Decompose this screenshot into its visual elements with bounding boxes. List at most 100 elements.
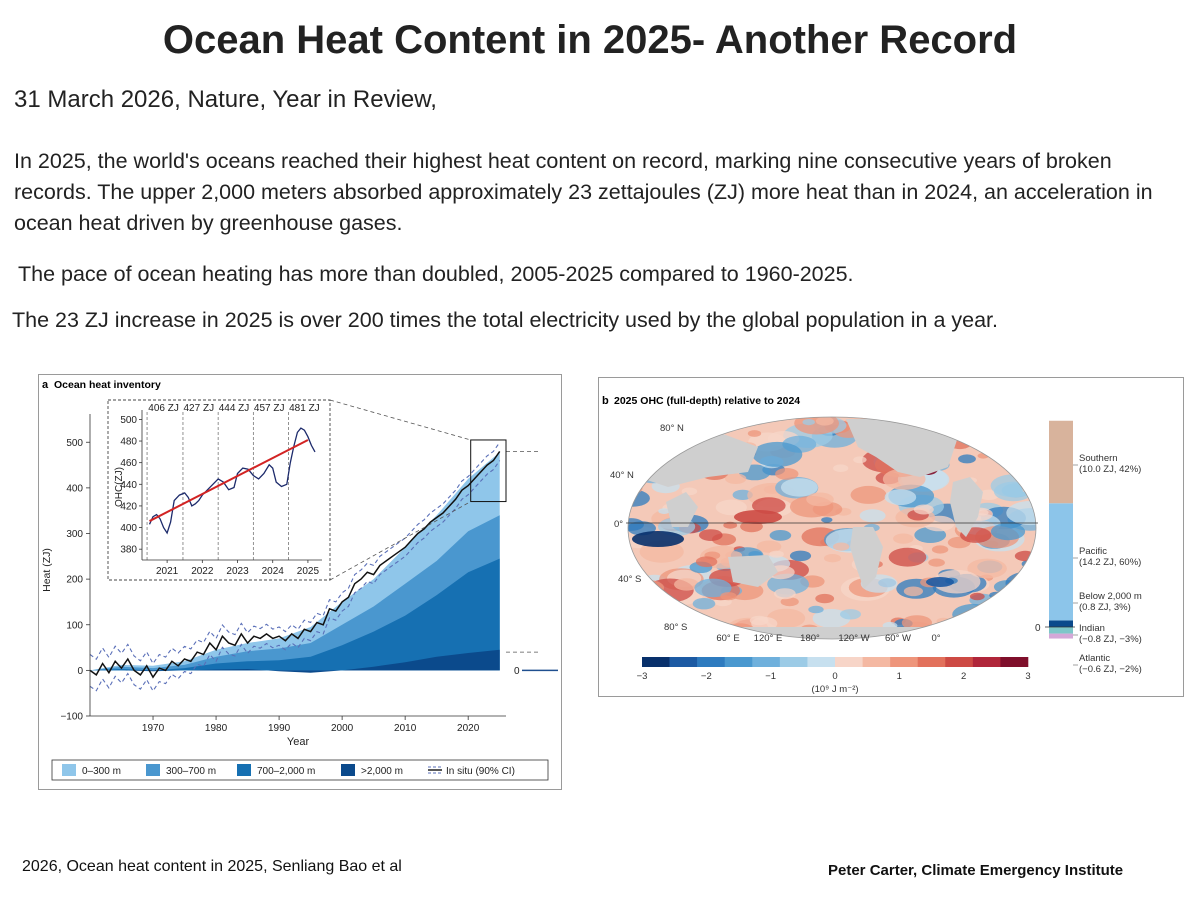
colorbar-segment [724,657,753,667]
anomaly-patch [913,504,934,515]
basin-name-label: Atlantic [1079,653,1110,664]
inset-xtick-label: 2021 [156,566,179,577]
anomaly-patch [901,615,932,631]
inset-ytick-label: 420 [120,501,137,512]
inset-year-label: 427 ZJ [184,403,215,414]
anomaly-patch [840,609,861,620]
basin-detail-label: (10.0 ZJ, 42%) [1079,464,1141,475]
colorbar-segment [945,657,974,667]
anomaly-patch [888,547,927,567]
lat-label: 40° S [618,574,641,585]
page-title: Ocean Heat Content in 2025- Another Reco… [162,18,1018,62]
colorbar-tick-label: −3 [637,671,648,682]
anomaly-patch [756,540,782,553]
inset-year-label: 444 ZJ [219,403,250,414]
inset-year-label: 481 ZJ [289,403,320,414]
legend-swatch-1 [146,764,160,776]
summary-paragraph: In 2025, the world's oceans reached thei… [14,149,1153,235]
ci-lower-line [89,460,501,692]
a-xlabel: Year [287,736,310,748]
anomaly-patch [632,531,684,547]
inset-year-label: 457 ZJ [254,403,285,414]
a-xtick-label: 1990 [268,723,291,734]
a-zero-label: 0 [514,666,520,677]
inset-ytick-label: 500 [120,415,137,426]
basin-bar-below-2-000-m [1049,620,1073,627]
colorbar-segment [835,657,863,667]
anomaly-patch [969,592,985,601]
source-line: 31 March 2026, Nature, Year in Review, [14,86,437,113]
inset-ytick-label: 480 [120,437,137,448]
legend-label-3: >2,000 m [361,766,403,777]
anomaly-patch [931,545,949,554]
anomaly-patch [769,530,792,541]
anomaly-patch [821,517,833,523]
colorbar-segment [917,657,946,667]
inset-ylabel: OHC(ZJ) [114,467,125,507]
colorbar-segment [972,657,1001,667]
anomaly-patch [752,497,786,514]
colorbar-segment [752,657,781,667]
basin-name-label: Pacific [1079,546,1107,557]
anomaly-patch [958,454,976,464]
ohc-change-map-chart: b 2025 OHC (full-depth) relative to 2024… [598,377,1184,697]
inset-ohc-line [148,427,316,535]
legend-label-1: 300–700 m [166,766,216,777]
colorbar-segment [807,657,836,667]
lon-label: 0° [931,633,940,644]
ci-upper-line [89,441,501,665]
panel-a-title: Ocean heat inventory [54,379,161,391]
legend-label-0: 0–300 m [82,766,121,777]
anomaly-patch [694,578,732,598]
basin-bar-pacific [1049,503,1073,621]
a-ylabel: Heat (ZJ) [41,548,53,592]
anomaly-patch [658,508,670,514]
anomaly-patch [859,509,886,523]
inset-xtick-label: 2023 [226,566,249,577]
colorbar-tick-label: 0 [832,671,837,682]
panel-b-letter: b [602,395,609,407]
anomaly-patch [747,430,762,437]
citation: 2026, Ocean heat content in 2025, Senlia… [22,858,402,875]
inset-xtick-label: 2025 [297,566,320,577]
inset-connector-bottom [329,501,471,581]
anomaly-patch [695,556,718,567]
anomaly-patch [850,485,887,504]
anomaly-patch [815,593,835,604]
a-ytick-label: 400 [66,483,83,494]
inset-frame [107,399,331,581]
area-series-2 [90,558,500,671]
legend-label-2: 700–2,000 m [257,766,315,777]
inset-ytick-label: 460 [120,458,137,469]
a-xtick-label: 2000 [331,723,354,734]
anomaly-patch [853,456,867,464]
area-series-3 [90,649,500,673]
lat-label: 40° N [610,470,634,481]
anomaly-patch [824,554,841,563]
legend-swatch-2 [237,764,251,776]
pace-paragraph: The pace of ocean heating has more than … [18,262,854,286]
basin-name-label: Indian [1079,623,1105,634]
anomaly-patch [751,616,778,631]
lat-label: 0° [614,519,623,530]
basin-bar-southern [1049,420,1073,504]
colorbar-segment [890,657,919,667]
anomaly-patch [884,489,917,506]
inset-year-label: 406 ZJ [148,403,179,414]
zoom-box [470,439,507,503]
a-xtick-label: 1980 [205,723,228,734]
a-ytick-label: 200 [66,575,83,586]
basin-name-label: Southern [1079,453,1118,464]
anomaly-patch [990,523,1026,541]
anomaly-patch [928,558,945,567]
anomaly-patch [674,578,699,591]
colorbar-tick-label: 3 [1025,671,1030,682]
a-xtick-label: 1970 [142,723,165,734]
lon-label: 60° W [885,633,911,644]
colorbar-tick-label: 1 [897,671,902,682]
inset-xtick-label: 2022 [191,566,214,577]
anomaly-patch [893,533,914,544]
lon-label: 180° [800,633,820,644]
basin-detail-label: (0.8 ZJ, 3%) [1079,602,1131,613]
insitu-line [89,450,501,679]
